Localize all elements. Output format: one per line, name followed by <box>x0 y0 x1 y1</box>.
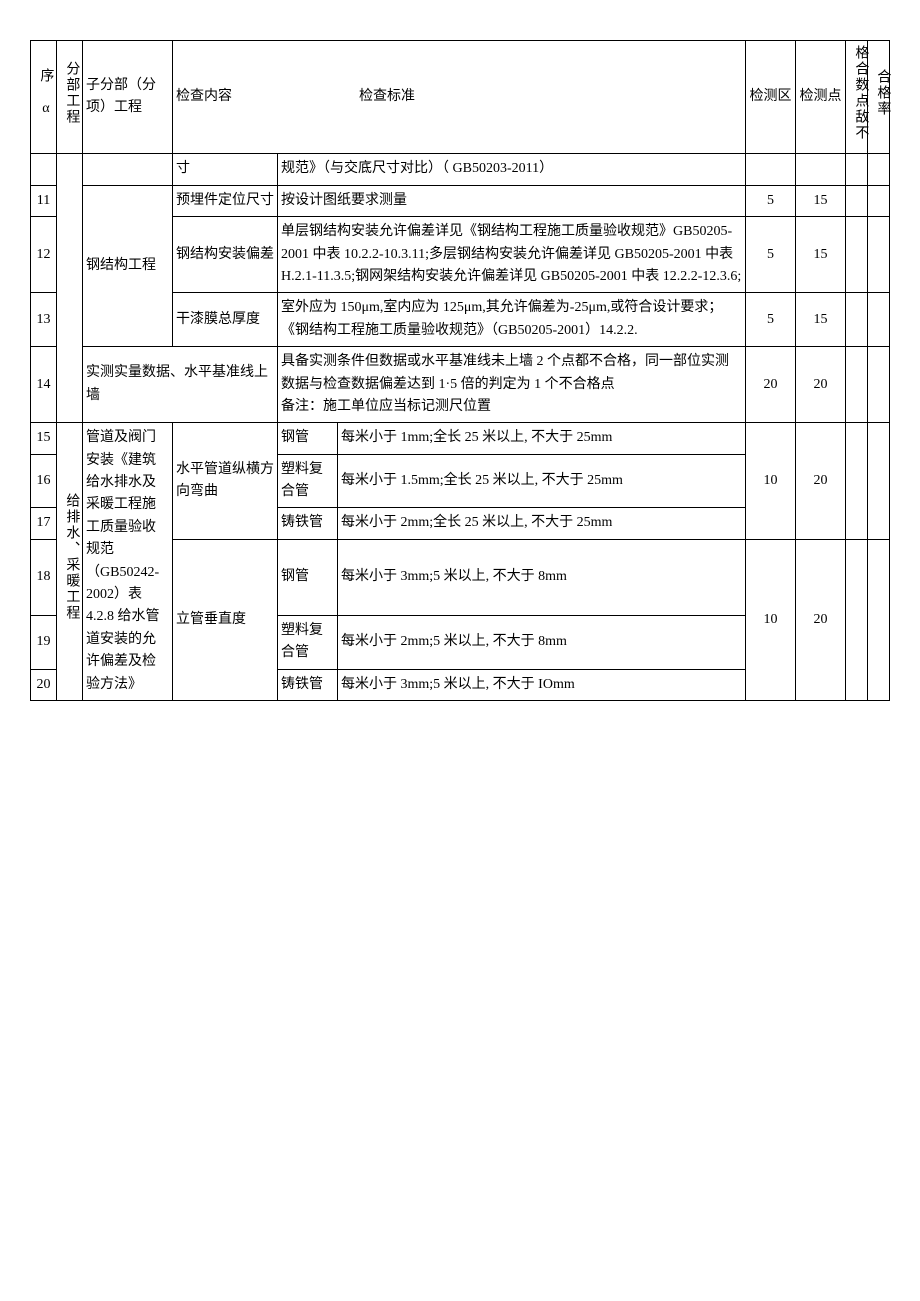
cell-check-content: 预埋件定位尺寸 <box>173 185 278 216</box>
cell-seq: 11 <box>31 185 57 216</box>
cell-area: 20 <box>746 347 796 423</box>
cell-subdivision <box>83 154 173 185</box>
cell-seq: 19 <box>31 615 57 669</box>
cell-check-standard: 每米小于 2mm;5 米以上, 不大于 8mm <box>338 615 746 669</box>
table-header-row: 序 α 分部工程 子分部（分项）工程 检查内容 检查标准 检测区 检测点 格合数… <box>31 41 890 154</box>
cell-seq: 16 <box>31 454 57 508</box>
cell-rate <box>868 293 890 347</box>
cell-check-content: 立管垂直度 <box>173 539 278 700</box>
cell-fail <box>846 185 868 216</box>
cell-area: 5 <box>746 217 796 293</box>
cell-seq: 18 <box>31 539 57 615</box>
cell-rate <box>868 154 890 185</box>
cell-seq <box>31 154 57 185</box>
cell-area <box>746 154 796 185</box>
header-check-content-standard: 检查内容 检查标准 <box>173 41 746 154</box>
cell-check-content: 水平管道纵横方向弯曲 <box>173 423 278 540</box>
cell-area: 10 <box>746 423 796 540</box>
cell-division <box>57 154 83 423</box>
cell-rate <box>868 217 890 293</box>
cell-material: 塑料复合管 <box>278 615 338 669</box>
cell-area: 5 <box>746 293 796 347</box>
cell-fail <box>846 293 868 347</box>
inspection-table: 序 α 分部工程 子分部（分项）工程 检查内容 检查标准 检测区 检测点 格合数… <box>30 40 890 701</box>
cell-point: 15 <box>796 293 846 347</box>
table-row: 15 给排水、采暖工程 管道及阀门安装《建筑给水排水及采暖工程施工质量验收规范（… <box>31 423 890 454</box>
cell-seq: 20 <box>31 669 57 700</box>
cell-material: 铸铁管 <box>278 669 338 700</box>
cell-seq: 14 <box>31 347 57 423</box>
cell-check-standard: 每米小于 3mm;5 米以上, 不大于 IOmm <box>338 669 746 700</box>
cell-check-standard: 每米小于 2mm;全长 25 米以上, 不大于 25mm <box>338 508 746 539</box>
cell-material: 铸铁管 <box>278 508 338 539</box>
cell-point: 15 <box>796 185 846 216</box>
cell-fail <box>846 154 868 185</box>
cell-check-standard: 室外应为 150μm,室内应为 125μm,其允许偏差为-25μm,或符合设计要… <box>278 293 746 347</box>
header-seq: 序 α <box>31 41 57 154</box>
cell-material: 钢管 <box>278 423 338 454</box>
cell-division: 给排水、采暖工程 <box>57 423 83 701</box>
cell-point: 20 <box>796 347 846 423</box>
cell-seq: 12 <box>31 217 57 293</box>
cell-rate <box>868 185 890 216</box>
cell-point <box>796 154 846 185</box>
cell-area: 10 <box>746 539 796 700</box>
cell-point: 20 <box>796 423 846 540</box>
cell-check-standard: 规范》（与交底尺寸对比）（ GB50203-2011） <box>278 154 746 185</box>
cell-point: 20 <box>796 539 846 700</box>
cell-subdivision: 管道及阀门安装《建筑给水排水及采暖工程施工质量验收规范（GB50242-2002… <box>83 423 173 701</box>
cell-rate <box>868 539 890 700</box>
cell-rate <box>868 347 890 423</box>
cell-check-standard: 每米小于 1mm;全长 25 米以上, 不大于 25mm <box>338 423 746 454</box>
header-area: 检测区 <box>746 41 796 154</box>
cell-seq: 15 <box>31 423 57 454</box>
cell-rate <box>868 423 890 540</box>
cell-material: 钢管 <box>278 539 338 615</box>
cell-check-content: 寸 <box>173 154 278 185</box>
cell-fail <box>846 347 868 423</box>
table-row: 寸 规范》（与交底尺寸对比）（ GB50203-2011） <box>31 154 890 185</box>
cell-seq: 13 <box>31 293 57 347</box>
table-row: 14 实测实量数据、水平基准线上墙 具备实测条件但数据或水平基准线未上墙 2 个… <box>31 347 890 423</box>
cell-fail <box>846 217 868 293</box>
cell-check-standard: 按设计图纸要求测量 <box>278 185 746 216</box>
cell-seq: 17 <box>31 508 57 539</box>
cell-check-standard: 每米小于 3mm;5 米以上, 不大于 8mm <box>338 539 746 615</box>
cell-material: 塑料复合管 <box>278 454 338 508</box>
cell-fail <box>846 539 868 700</box>
cell-check-content: 干漆膜总厚度 <box>173 293 278 347</box>
header-point: 检测点 <box>796 41 846 154</box>
cell-fail <box>846 423 868 540</box>
cell-check-standard: 具备实测条件但数据或水平基准线未上墙 2 个点都不合格，同一部位实测数据与检查数… <box>278 347 746 423</box>
cell-check-standard: 每米小于 1.5mm;全长 25 米以上, 不大于 25mm <box>338 454 746 508</box>
cell-subdivision: 钢结构工程 <box>83 185 173 346</box>
cell-check-content: 实测实量数据、水平基准线上墙 <box>83 347 278 423</box>
cell-point: 15 <box>796 217 846 293</box>
table-row: 11 钢结构工程 预埋件定位尺寸 按设计图纸要求测量 5 15 <box>31 185 890 216</box>
header-division: 分部工程 <box>57 41 83 154</box>
cell-area: 5 <box>746 185 796 216</box>
cell-check-standard: 单层钢结构安装允许偏差详见《钢结构工程施工质量验收规范》GB50205-2001… <box>278 217 746 293</box>
header-fail-count: 格合数点敌不 <box>846 41 868 154</box>
cell-check-content: 钢结构安装偏差 <box>173 217 278 293</box>
header-subdivision: 子分部（分项）工程 <box>83 41 173 154</box>
